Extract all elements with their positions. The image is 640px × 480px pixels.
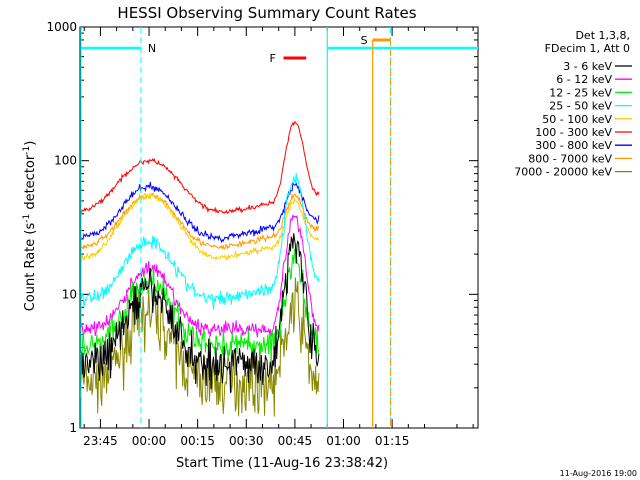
legend-header-line-1: Det 1,3,8, [575, 29, 630, 42]
x-tick-label: 00:45 [278, 434, 313, 448]
x-tick-label: 01:15 [375, 434, 410, 448]
x-tick-label: 01:00 [326, 434, 361, 448]
series-line-8 [80, 192, 320, 251]
legend-label-6: 100 - 300 keV [535, 126, 612, 139]
saa-label: S [361, 34, 368, 47]
legend-label-5: 50 - 100 keV [542, 113, 612, 126]
series-line-5 [80, 191, 320, 262]
legend-label-4: 25 - 50 keV [549, 100, 612, 113]
y-tick-label: 10 [62, 287, 77, 301]
flare-label: F [270, 52, 276, 65]
series-line-7 [80, 181, 320, 244]
legend-label-2: 6 - 12 keV [556, 73, 612, 86]
legend-label-7: 300 - 800 keV [535, 139, 612, 152]
y-axis-label: Count Rate (s-1 detector-1) [22, 141, 38, 312]
x-tick-label: 00:00 [132, 434, 167, 448]
series-line-9 [80, 277, 320, 417]
series-line-1 [80, 233, 320, 393]
x-tick-label: 00:15 [180, 434, 215, 448]
x-tick-label: 23:45 [83, 434, 118, 448]
series-line-4 [80, 173, 320, 310]
legend-header-line-2: FDecim 1, Att 0 [545, 42, 630, 55]
y-tick-label: 1000 [46, 20, 77, 34]
y-tick-label: 1 [69, 421, 77, 435]
chart-title: HESSI Observing Summary Count Rates [117, 4, 416, 22]
legend-label-9: 7000 - 20000 keV [514, 166, 612, 179]
night-label: N [148, 42, 156, 55]
x-tick-label: 00:30 [229, 434, 264, 448]
series-line-6 [80, 121, 320, 215]
legend-label-8: 800 - 7000 keV [528, 152, 612, 165]
legend-label-1: 3 - 6 keV [563, 60, 612, 73]
series-line-2 [80, 214, 320, 338]
plot-area: 1 10 100 1000 23:45 00:00 00:15 00:30 00:45 01:00… [46, 20, 479, 448]
y-tick-label: 100 [54, 154, 77, 168]
legend-label-3: 12 - 25 keV [549, 86, 612, 99]
footer-date: 11-Aug-2016 19:00 [560, 469, 637, 478]
x-axis-label: Start Time (11-Aug-16 23:38:42) [176, 456, 388, 471]
